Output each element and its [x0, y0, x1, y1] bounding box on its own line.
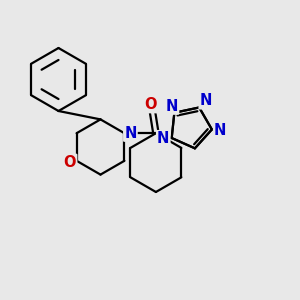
- Text: N: N: [124, 126, 136, 141]
- Text: N: N: [200, 93, 212, 108]
- Text: N: N: [214, 123, 226, 138]
- Text: N: N: [166, 99, 178, 114]
- Text: N: N: [157, 131, 170, 146]
- Text: O: O: [145, 97, 157, 112]
- Text: O: O: [64, 155, 76, 170]
